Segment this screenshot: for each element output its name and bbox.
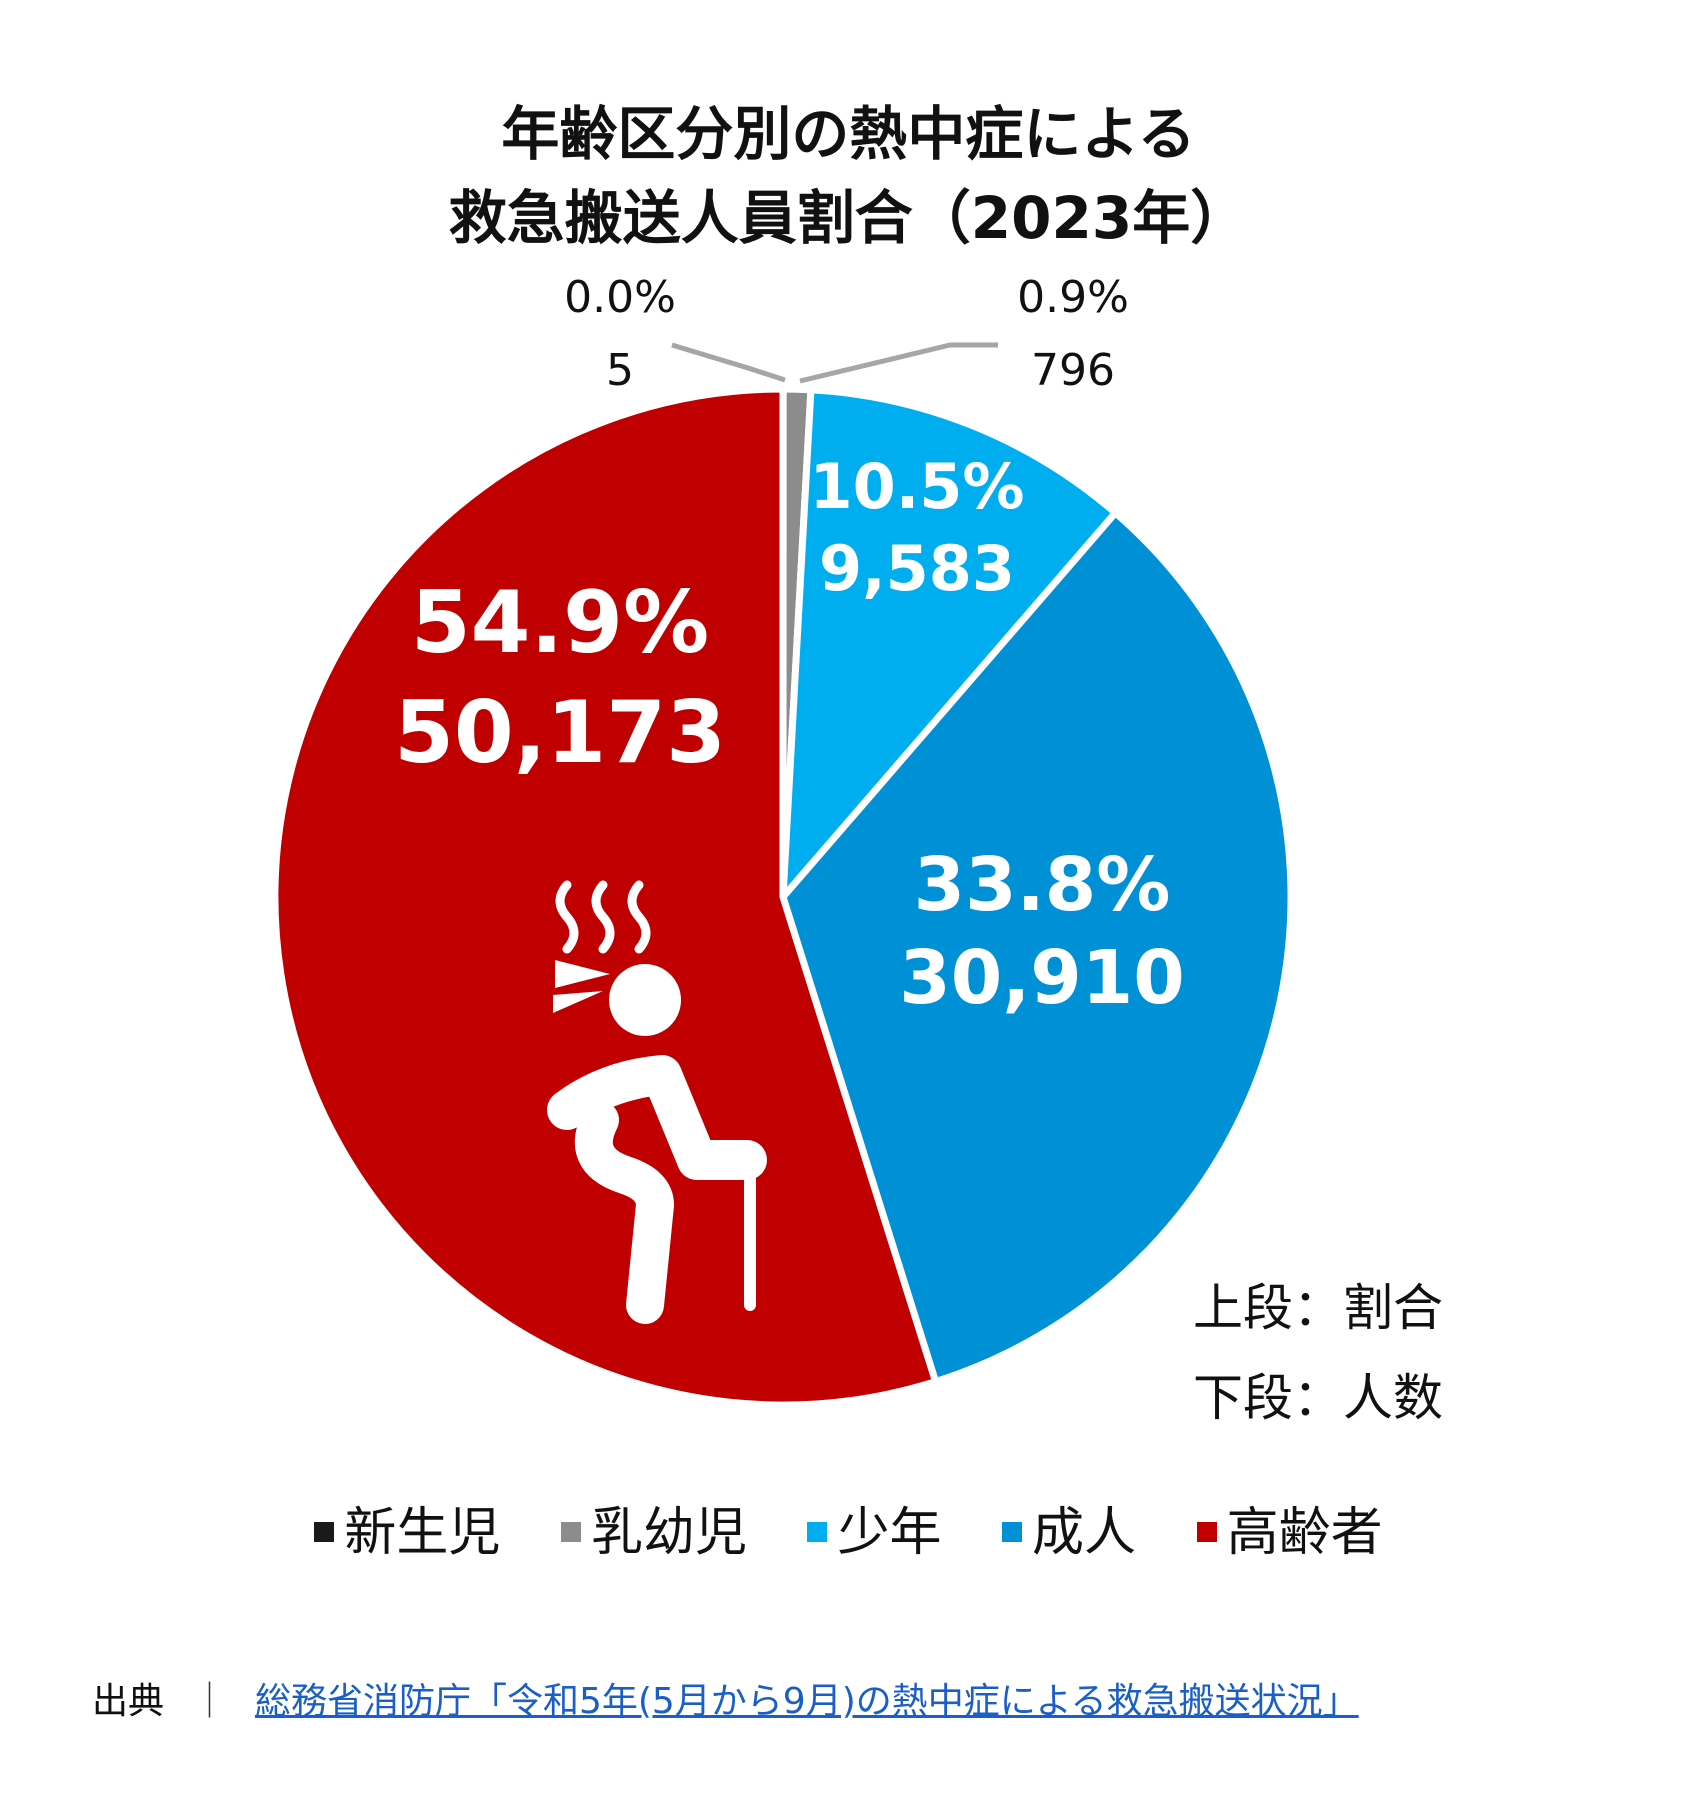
legend: 新生児 乳幼児 少年 成人 高齢者 (0, 1490, 1697, 1565)
note-lower: 下段：人数 (1193, 1369, 1443, 1427)
legend-item-infant: 乳幼児 (560, 1490, 747, 1565)
legend-label: 少年 (837, 1503, 942, 1563)
note-upper: 上段：割合 (1193, 1279, 1443, 1337)
slice-percent-label: 0.9% (1017, 272, 1129, 323)
legend-swatch (1196, 1522, 1217, 1542)
pie-slice-4 (271, 385, 940, 1409)
source-label: 出典 (92, 1681, 165, 1722)
slice-count-label: 50,173 (394, 683, 726, 783)
slice-count-label: 5 (606, 345, 634, 396)
legend-label: 乳幼児 (590, 1503, 747, 1563)
legend-label: 新生児 (344, 1503, 501, 1563)
pie-slices (271, 385, 1295, 1409)
source-link[interactable]: 総務省消防庁「令和5年(5月から9月)の熱中症による救急搬送状況」 (254, 1681, 1359, 1722)
legend-swatch (314, 1522, 335, 1542)
leader-line (799, 342, 998, 384)
legend-swatch (1002, 1522, 1023, 1542)
source-citation: 出典 ｜ 総務省消防庁「令和5年(5月から9月)の熱中症による救急搬送状況」 (92, 1672, 1359, 1724)
legend-label: 成人 (1032, 1503, 1137, 1563)
elderly-person-with-cane-icon (547, 880, 767, 1324)
legend-label: 高齢者 (1226, 1503, 1383, 1563)
slice-percent-label: 54.9% (411, 573, 709, 673)
pie-slice-3 (779, 509, 1295, 1386)
chart-title: 年齢区分別の熱中症による 救急搬送人員割合（2023年） (0, 92, 1697, 260)
legend-item-youth: 少年 (807, 1490, 942, 1565)
slice-percent-label: 0.0% (564, 272, 676, 323)
slice-percent-label: 10.5% (809, 450, 1024, 523)
slice-count-label: 30,910 (899, 935, 1185, 1021)
slice-percent-label: 33.8% (914, 842, 1171, 928)
slice-count-label: 9,583 (819, 532, 1015, 605)
chart-title-line2: 救急搬送人員割合（2023年） (448, 184, 1249, 252)
legend-swatch (807, 1522, 828, 1542)
legend-item-elderly: 高齢者 (1196, 1490, 1383, 1565)
slice-count-label: 796 (1031, 345, 1115, 396)
label-note: 上段：割合 下段：人数 (1193, 1263, 1443, 1443)
chart-title-line1: 年齢区分別の熱中症による (501, 100, 1196, 168)
pie-slice-2 (779, 386, 1119, 901)
legend-item-newborn: 新生児 (314, 1490, 500, 1565)
source-separator: ｜ (191, 1681, 228, 1722)
legend-swatch (560, 1522, 581, 1542)
legend-item-adult: 成人 (1002, 1490, 1136, 1565)
leader-lines (671, 342, 998, 384)
slice-labels: 0.0% 5 0.9% 796 10.5% 9,583 33.8%30,910 54.9%50… (394, 272, 1185, 1021)
leader-line (671, 342, 786, 383)
